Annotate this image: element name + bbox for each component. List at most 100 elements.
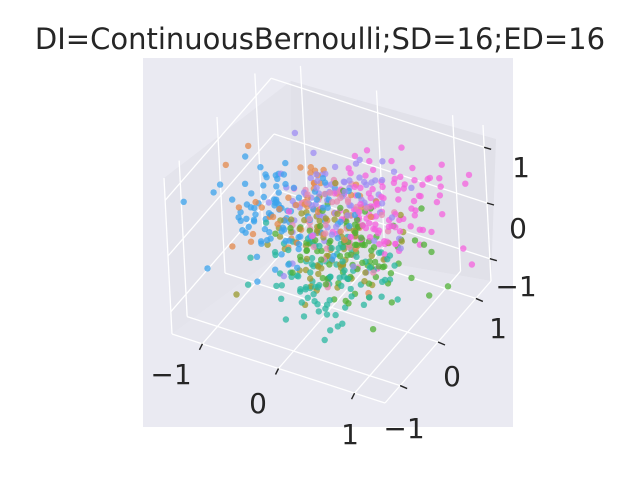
data-point	[366, 234, 374, 241]
data-point	[366, 157, 373, 165]
data-point	[373, 200, 381, 207]
data-point	[296, 225, 303, 232]
data-point	[278, 295, 285, 302]
data-point	[310, 263, 317, 270]
data-point	[436, 192, 444, 199]
data-point	[297, 256, 304, 264]
data-point	[398, 144, 405, 151]
data-points	[180, 129, 476, 344]
data-point	[340, 178, 347, 185]
data-point	[253, 253, 261, 260]
data-point	[363, 204, 370, 212]
data-point	[344, 212, 351, 219]
data-point	[323, 311, 331, 318]
data-point	[285, 194, 292, 201]
data-point	[428, 248, 435, 256]
grid-line	[451, 115, 462, 272]
data-point	[394, 186, 402, 193]
data-point	[285, 261, 292, 268]
data-point	[444, 283, 452, 290]
data-point	[337, 218, 344, 225]
data-point	[318, 247, 325, 254]
data-point	[397, 245, 404, 252]
data-point	[245, 142, 252, 150]
data-point	[321, 336, 328, 344]
data-point	[350, 263, 357, 270]
data-point	[272, 251, 279, 259]
data-point	[180, 198, 187, 205]
data-point	[271, 199, 279, 206]
data-point	[366, 294, 373, 301]
data-point	[438, 161, 445, 168]
data-point	[419, 181, 426, 188]
data-point	[295, 273, 302, 280]
data-point	[332, 179, 339, 187]
data-point	[385, 223, 392, 230]
data-point	[235, 204, 243, 211]
data-point	[248, 190, 255, 197]
data-point	[337, 194, 344, 202]
data-point	[276, 205, 283, 213]
data-point	[334, 210, 341, 217]
data-point	[327, 273, 334, 280]
data-point	[347, 169, 354, 177]
y-tick-mark	[437, 341, 446, 346]
data-point	[266, 229, 273, 236]
pane-floor	[172, 246, 491, 403]
data-point	[210, 189, 217, 196]
data-point	[285, 246, 292, 254]
data-point	[411, 237, 419, 244]
data-point	[371, 237, 378, 244]
data-point	[310, 149, 317, 157]
data-point	[258, 204, 265, 211]
data-point	[243, 215, 250, 222]
z-tick-label: 0	[509, 212, 527, 245]
data-point	[262, 219, 270, 226]
data-point	[460, 245, 467, 252]
data-point	[361, 241, 368, 249]
data-point	[352, 241, 359, 248]
data-point	[313, 171, 320, 178]
data-point	[362, 269, 369, 276]
data-point	[337, 228, 344, 235]
data-point	[410, 197, 418, 205]
data-point	[336, 253, 344, 260]
data-point	[363, 181, 370, 188]
data-point	[328, 256, 336, 263]
data-point	[395, 196, 402, 203]
data-point	[245, 223, 252, 230]
data-point	[257, 164, 264, 171]
data-point	[361, 278, 368, 285]
x-tick-mark	[198, 343, 204, 351]
data-point	[384, 256, 391, 263]
data-point	[316, 242, 323, 250]
data-point	[280, 171, 288, 178]
data-point	[420, 241, 428, 248]
x-tick-mark	[350, 392, 356, 400]
data-point	[323, 245, 331, 252]
z-tick-mark	[489, 258, 498, 262]
data-point	[428, 228, 435, 236]
data-point	[251, 204, 258, 212]
data-point	[282, 316, 290, 323]
data-point	[388, 214, 396, 221]
data-point	[378, 293, 385, 300]
data-point	[247, 254, 254, 261]
data-point	[392, 224, 399, 231]
data-point	[436, 175, 443, 182]
data-point	[316, 217, 323, 225]
data-point	[297, 164, 304, 171]
data-point	[344, 198, 352, 206]
data-point	[249, 230, 257, 238]
data-point	[433, 198, 441, 206]
data-point	[298, 210, 305, 217]
data-point	[322, 281, 330, 288]
y-tick-label: 0	[443, 360, 461, 393]
data-point	[339, 258, 346, 265]
data-point	[339, 320, 346, 327]
data-point	[339, 244, 346, 251]
data-point	[317, 223, 324, 230]
data-point	[320, 204, 327, 211]
data-point	[356, 174, 363, 181]
